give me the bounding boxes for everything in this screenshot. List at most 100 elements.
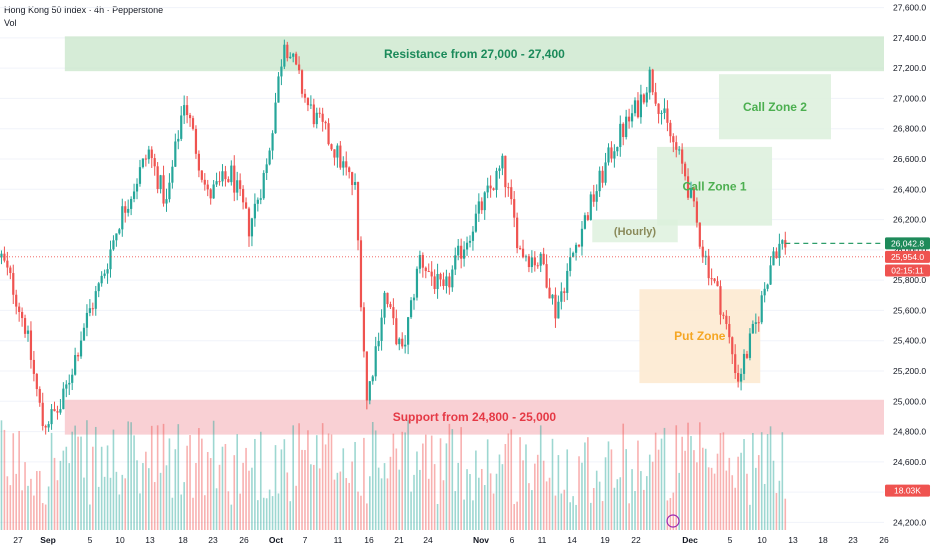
hourly-zone	[592, 219, 678, 243]
candle-body	[156, 166, 159, 190]
candle-body	[209, 189, 212, 199]
volume-bar	[301, 449, 303, 530]
candle-body	[227, 179, 230, 183]
volume-bar	[257, 500, 259, 530]
volume-bar	[357, 491, 359, 530]
candle-body	[130, 198, 133, 209]
volume-bar	[47, 486, 50, 530]
candle-body	[701, 246, 704, 258]
candle-body	[404, 344, 407, 347]
candle-body	[389, 304, 392, 308]
volume-bar	[374, 430, 377, 530]
candle-body	[554, 294, 557, 319]
volume-bar	[18, 430, 20, 530]
candle-body	[642, 94, 645, 103]
candle-body	[62, 388, 65, 410]
volume-bar	[469, 474, 471, 530]
x-tick-label: 11	[334, 535, 343, 545]
volume-bar	[310, 464, 312, 530]
volume-bar	[572, 496, 574, 530]
candle-body	[474, 213, 477, 232]
candle-body	[333, 149, 336, 158]
candle-body	[339, 145, 342, 168]
volume-bar	[106, 445, 109, 530]
candle-body	[162, 175, 165, 204]
volume-bar	[65, 446, 68, 530]
volume-bar	[592, 488, 595, 530]
volume-bar	[327, 433, 330, 530]
candle-body	[74, 355, 77, 375]
candle-body	[457, 245, 460, 256]
candle-body	[527, 256, 531, 268]
candle-body	[345, 161, 348, 168]
candle-body	[356, 182, 360, 241]
volume-bar	[424, 434, 427, 530]
volume-bar	[227, 491, 230, 530]
candle-body	[138, 167, 142, 184]
candle-body	[433, 276, 436, 290]
volume-bar	[460, 427, 462, 530]
candle-body	[548, 287, 551, 299]
candle-body	[421, 255, 424, 268]
volume-bar	[495, 473, 498, 530]
candle-body	[141, 158, 145, 168]
candle-body	[153, 158, 156, 167]
volume-bar	[701, 447, 704, 530]
volume-bar	[669, 498, 672, 530]
volume-bar	[778, 480, 781, 530]
x-tick-label: 6	[510, 535, 515, 545]
candle-body	[772, 251, 775, 266]
candle-body	[454, 255, 457, 270]
volume-bar	[504, 444, 507, 530]
candle-body	[283, 44, 286, 67]
candle-body	[666, 108, 669, 123]
candle-body	[380, 317, 383, 341]
candle-body	[739, 373, 743, 382]
candle-body	[233, 165, 236, 193]
x-tick-label: 18	[818, 535, 828, 545]
volume-bar	[304, 450, 306, 530]
candle-body	[595, 191, 598, 202]
candle-body	[766, 284, 769, 289]
candle-body	[648, 69, 651, 93]
volume-bar	[321, 423, 324, 530]
volume-bar	[392, 433, 395, 530]
zone-labels: Resistance from 27,000 - 27,400 Support f…	[384, 47, 807, 424]
candle-body	[147, 149, 150, 160]
volume-bar	[436, 503, 439, 530]
volume-bar	[198, 428, 200, 530]
candle-body	[619, 123, 622, 148]
candle-body	[265, 164, 268, 173]
candle-body	[79, 340, 83, 357]
volume-bar	[498, 454, 501, 530]
x-tick-label: 23	[208, 535, 218, 545]
volume-bar	[419, 469, 421, 530]
candle-body	[669, 122, 672, 137]
candle-body	[486, 185, 489, 193]
x-tick-label: 24	[423, 535, 433, 545]
volume-bar	[298, 423, 300, 530]
volume-bar	[6, 476, 9, 530]
candles	[0, 39, 884, 435]
volume-bar	[313, 464, 315, 530]
candle-body	[507, 187, 510, 189]
volume-bar	[684, 450, 686, 530]
volume-bar	[648, 454, 651, 530]
y-tick-label: 25,200.0	[893, 366, 926, 376]
y-tick-label: 27,000.0	[893, 93, 926, 103]
zone-label: Put Zone	[674, 329, 726, 343]
candle-body	[737, 372, 740, 382]
candle-body	[775, 251, 778, 259]
volume-bar	[587, 437, 589, 530]
candle-body	[377, 340, 380, 347]
volume-bar	[369, 476, 371, 530]
volume-bar	[416, 451, 418, 530]
candle-body	[580, 228, 584, 247]
candle-body	[224, 171, 227, 180]
candle-body	[678, 149, 681, 151]
volume-bar	[454, 491, 457, 530]
candle-body	[171, 166, 174, 183]
volume-bar	[150, 425, 153, 530]
volume-bar	[68, 463, 71, 530]
